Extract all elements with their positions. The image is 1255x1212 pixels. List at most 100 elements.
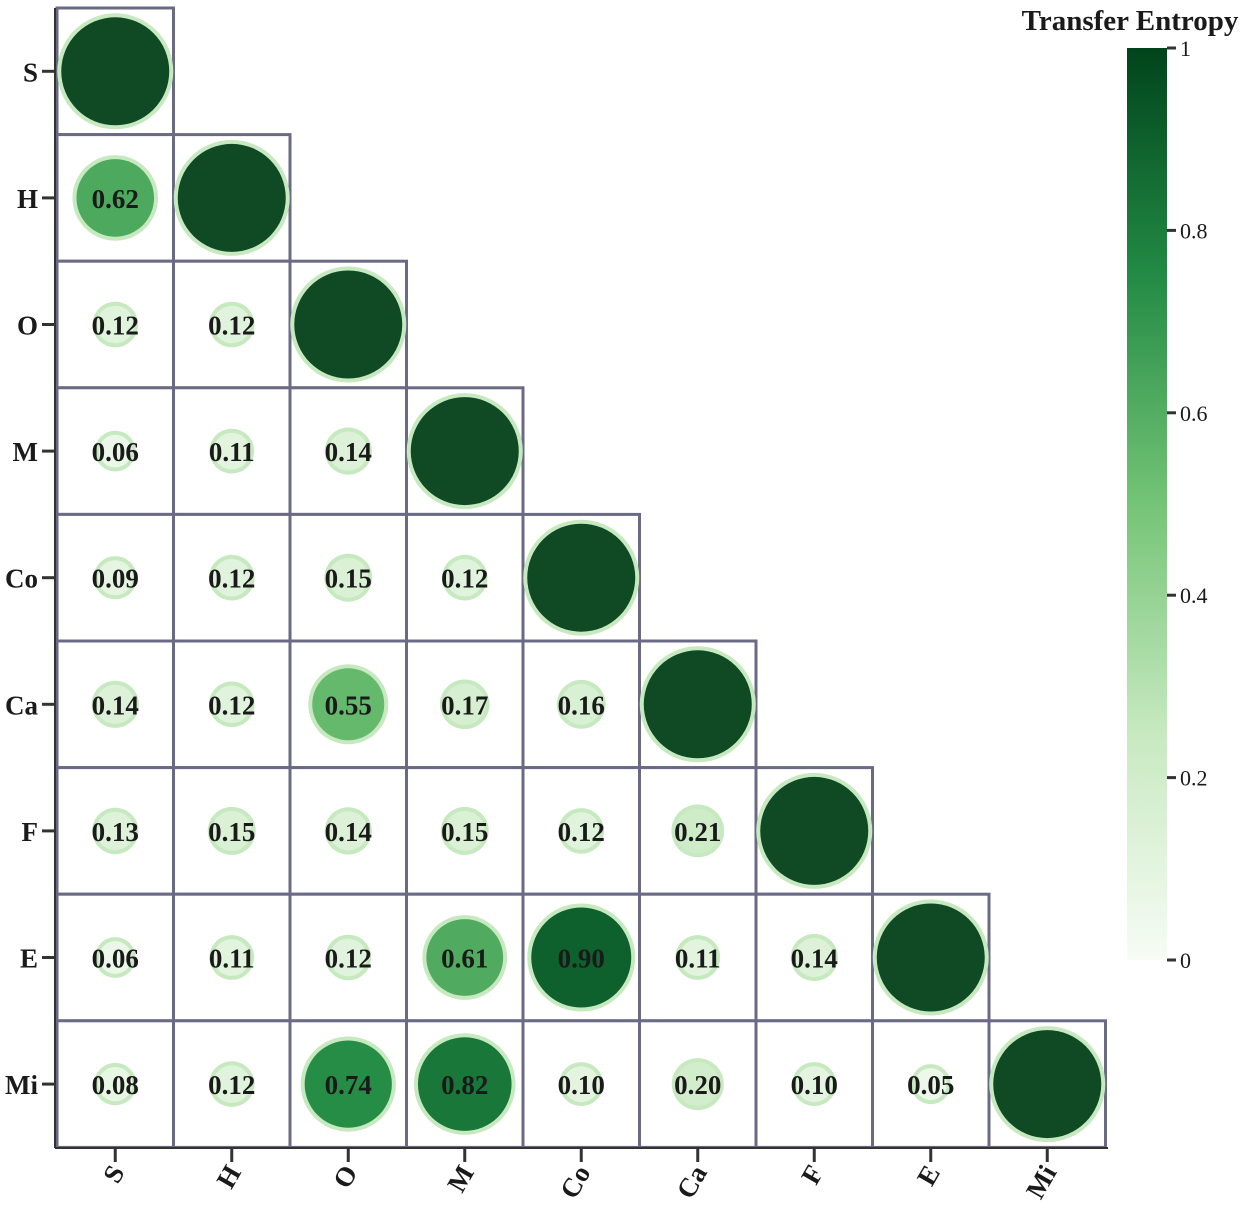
cell-F-S: 0.13 [55, 766, 175, 896]
value-label: 0.08 [92, 1070, 139, 1100]
cell-E-H: 0.11 [172, 892, 292, 1023]
bubble [96, 811, 135, 851]
value-label: 0.55 [325, 690, 372, 720]
cell-O-O [288, 259, 408, 390]
x-tick-label: Mi [1020, 1160, 1063, 1204]
bubble [211, 810, 252, 851]
bubble [76, 159, 155, 237]
value-label: 0.12 [208, 311, 255, 341]
value-label: 0.16 [558, 690, 605, 720]
bubble [213, 939, 251, 976]
value-label: 0.14 [92, 690, 139, 720]
cell-Ca-O: 0.55 [288, 639, 408, 770]
value-label: 0.05 [907, 1070, 954, 1100]
colorbar: Transfer Entropy 0 0.2 0.4 0.6 0.8 1 [1022, 5, 1239, 973]
value-label: 0.62 [92, 184, 139, 214]
colorbar-tick-label: 0.8 [1180, 218, 1208, 243]
value-label: 0.14 [325, 817, 372, 847]
value-label: 0.12 [208, 564, 255, 594]
cell-Mi-F: 0.10 [754, 1019, 874, 1149]
bubble [329, 938, 368, 977]
cell-F-O: 0.14 [288, 766, 408, 896]
value-label: 0.10 [791, 1070, 838, 1100]
cell-Co-M: 0.12 [405, 512, 525, 643]
cell-Ca-Co: 0.16 [521, 639, 641, 770]
cell-Mi-Co: 0.10 [521, 1019, 641, 1149]
cell-Mi-Ca: 0.20 [638, 1019, 758, 1149]
matrix-cells: 0.62 0.12 0.12 0.06 0.11 0.14 0.09 0.12 0.15 0.12… [55, 6, 1107, 1149]
cell-Co-S: 0.09 [55, 512, 175, 643]
value-label: 0.82 [441, 1070, 488, 1100]
value-label: 0.15 [208, 817, 255, 847]
value-label: 0.12 [441, 564, 488, 594]
bubble [560, 683, 602, 725]
cell-H-S: 0.62 [55, 133, 175, 263]
x-axis: S H O M Co Ca F E Mi [55, 1147, 1108, 1204]
cell-Ca-M: 0.17 [405, 639, 525, 770]
bubble [212, 1065, 251, 1103]
bubble [61, 17, 170, 126]
value-label: 0.11 [675, 944, 721, 974]
bubble [212, 305, 251, 344]
x-tick-label: E [911, 1160, 946, 1191]
value-label: 0.90 [558, 944, 605, 974]
cell-E-S: 0.06 [55, 892, 175, 1023]
bubble [328, 431, 368, 471]
colorbar-title: Transfer Entropy [1022, 5, 1239, 37]
y-axis: S H O M Co Ca F E Mi [5, 8, 56, 1148]
bubble [794, 937, 834, 978]
bubble [679, 939, 717, 976]
cell-Co-H: 0.12 [172, 512, 292, 643]
bubble [328, 811, 368, 851]
bubble [914, 1068, 947, 1101]
cell-M-O: 0.14 [288, 386, 408, 516]
value-label: 0.12 [325, 944, 372, 974]
cell-E-F: 0.14 [754, 892, 874, 1023]
x-tick-label: H [210, 1160, 246, 1193]
x-tick-label: S [97, 1160, 130, 1188]
value-label: 0.15 [325, 564, 372, 594]
cell-Mi-E: 0.05 [871, 1019, 991, 1149]
y-tick-label: Co [5, 564, 38, 594]
x-tick-label: O [327, 1160, 363, 1193]
cell-F-F [754, 766, 874, 896]
cell-F-M: 0.15 [405, 766, 525, 896]
bubble [294, 270, 403, 379]
value-label: 0.20 [674, 1070, 721, 1100]
bubble [96, 305, 135, 344]
value-label: 0.12 [558, 817, 605, 847]
colorbar-tick-label: 1 [1180, 36, 1191, 61]
bubble [98, 1066, 133, 1102]
cell-E-O: 0.12 [288, 892, 408, 1023]
cell-E-Co: 0.90 [521, 892, 641, 1023]
bubble [443, 683, 486, 726]
value-label: 0.12 [92, 311, 139, 341]
value-label: 0.11 [209, 437, 255, 467]
bubble [527, 523, 636, 632]
colorbar-tick-label: 0.4 [1180, 583, 1208, 608]
bubble [445, 558, 484, 597]
cell-M-S: 0.06 [55, 386, 175, 516]
cell-Mi-O: 0.74 [288, 1019, 408, 1149]
value-label: 0.12 [208, 1070, 255, 1100]
cell-O-H: 0.12 [172, 259, 292, 390]
bubble [410, 397, 519, 506]
cell-Ca-Ca [638, 639, 758, 770]
bubble [444, 810, 485, 851]
bubble [98, 941, 132, 974]
y-tick-label: M [13, 437, 38, 467]
value-label: 0.15 [441, 817, 488, 847]
cell-E-E [871, 892, 991, 1023]
y-tick-label: O [17, 311, 38, 341]
value-label: 0.61 [441, 944, 488, 974]
bubble [312, 668, 385, 741]
cell-Mi-Mi [987, 1019, 1107, 1149]
value-label: 0.10 [558, 1070, 605, 1100]
bubble [98, 434, 132, 468]
colorbar-tick-label: 0.6 [1180, 401, 1208, 426]
cell-F-Co: 0.12 [521, 766, 641, 896]
value-label: 0.21 [674, 817, 721, 847]
y-tick-label: Ca [5, 690, 38, 720]
value-label: 0.17 [441, 690, 488, 720]
cell-border [288, 386, 408, 516]
